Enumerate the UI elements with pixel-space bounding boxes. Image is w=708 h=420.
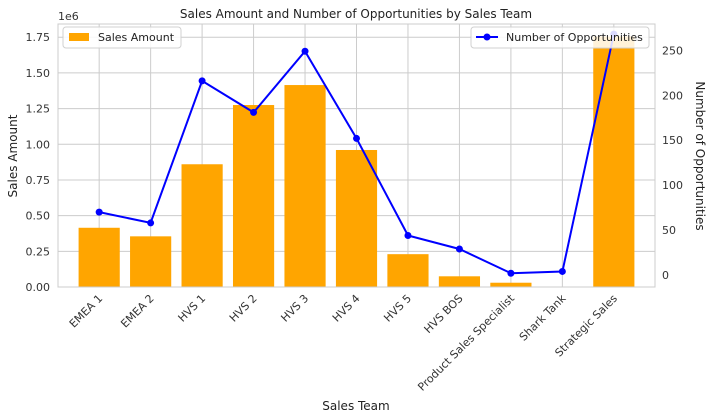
opportunities-point [507,269,515,277]
x-tick-label: HVS 4 [330,292,363,325]
right-tick-label: 200 [662,89,683,102]
left-tick-label: 1.25 [26,103,51,116]
x-tick-label: HVS 5 [381,292,414,325]
right-axis-label: Number of Opportunities [693,81,707,230]
bars [78,36,635,288]
opportunities-point [558,267,566,275]
legend-number-of-opportunities: Number of Opportunities [470,26,650,49]
legend-label-sales-amount: Sales Amount [98,31,175,44]
left-tick-label: 1.75 [26,31,51,44]
x-axis-label: Sales Team [322,399,389,413]
opportunities-line-layer [95,30,618,277]
legend-sales-amount: Sales Amount [62,26,182,49]
opportunities-point [147,219,155,227]
opportunities-point [301,47,309,55]
x-tick-label: EMEA 2 [118,292,156,330]
legend-swatch-sales-amount [69,33,89,41]
left-tick-label: 1.00 [26,138,51,151]
x-tick-label: HVS BOS [422,292,466,336]
opportunities-point [455,245,463,253]
bar-sales-amount [387,254,429,287]
x-tick-label: HVS 1 [175,292,208,325]
opportunities-point [198,77,206,85]
right-tick-label: 150 [662,134,683,147]
opportunities-point [404,231,412,239]
right-tick-label: 250 [662,44,683,57]
plot-frame [57,23,656,288]
x-tick-label: HVS 3 [278,292,311,325]
bar-sales-amount [232,105,275,287]
opportunities-point [353,134,360,142]
bar-sales-amount [490,282,532,287]
legend-swatch-marker [483,33,491,41]
x-tick-label: EMEA 1 [67,292,105,330]
left-axis: 0.00 0.25 0.50 0.75 1.00 1.25 1.50 1.75 [26,31,51,294]
right-tick-label: 50 [662,224,676,237]
left-tick-label: 0.50 [26,210,51,223]
bar-sales-amount [130,236,172,287]
opportunities-point [250,108,258,116]
left-tick-label: 1.50 [26,67,51,80]
opportunities-point [95,208,103,216]
left-tick-label: 0.00 [26,281,51,294]
legend-label-number-of-opportunities: Number of Opportunities [506,31,643,44]
right-axis: 0 50 100 150 200 250 [662,44,683,282]
right-tick-label: 0 [662,269,669,282]
bar-sales-amount [335,149,378,287]
bar-sales-amount [438,276,481,287]
left-tick-label: 0.75 [26,174,51,187]
bar-sales-amount [593,36,635,288]
x-tick-label: Product Sales Specialist [415,291,517,393]
bar-sales-amount [181,164,223,287]
right-tick-label: 100 [662,179,683,192]
x-tick-label: Shark Tank [517,291,569,343]
left-offset-text: 1e6 [58,10,79,23]
bar-sales-amount [78,227,120,287]
bar-sales-amount [284,85,326,288]
chart-title: Sales Amount and Number of Opportunities… [180,7,532,21]
x-axis: EMEA 1 EMEA 2 HVS 1 HVS 2 HVS 3 HVS 4 HVS 5 HVS… [67,291,620,393]
x-tick-label: HVS 2 [227,292,260,325]
left-tick-label: 0.25 [26,245,51,258]
left-axis-label: Sales Amount [6,114,20,197]
